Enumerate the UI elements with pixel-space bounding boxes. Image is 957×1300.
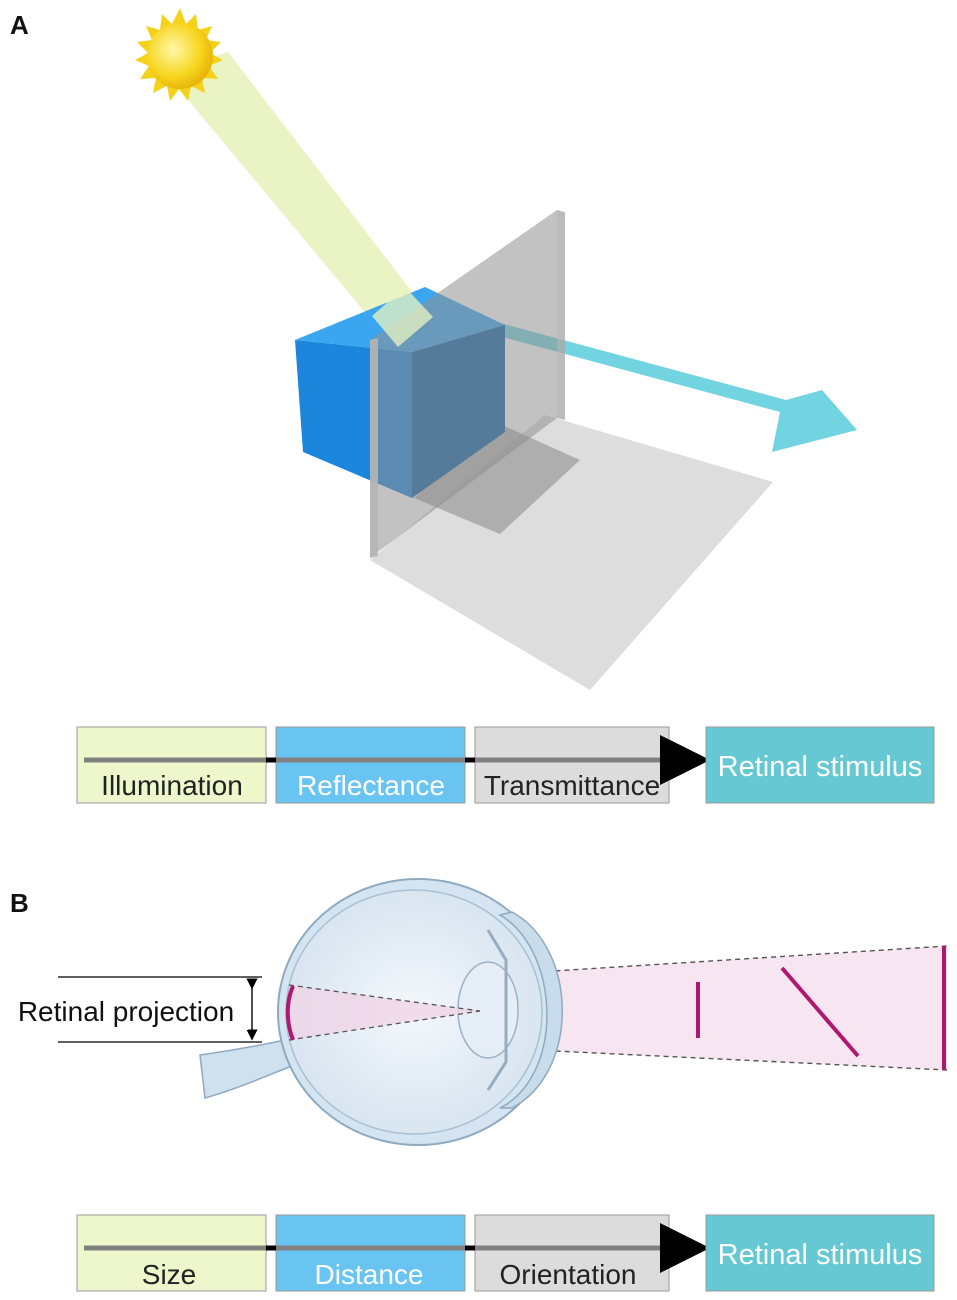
illumination-label: Illumination: [101, 770, 243, 801]
distance-label: Distance: [315, 1259, 424, 1290]
panel-a-chain: Illumination Reflectance Transmittance R…: [76, 726, 935, 804]
sun-icon: [135, 8, 223, 101]
size-label: Size: [142, 1259, 196, 1290]
cube-shadow: [414, 424, 580, 534]
retinal-stimulus-box-a: [705, 726, 935, 804]
reflectance-box: [275, 726, 466, 804]
orientation-box: [474, 1214, 670, 1292]
distance-box: [275, 1214, 466, 1292]
orientation-label: Orientation: [500, 1259, 637, 1290]
retinal-stimulus-label-b: Retinal stimulus: [718, 1239, 923, 1271]
optic-nerve: [199, 1039, 293, 1099]
reflectance-label: Reflectance: [297, 770, 445, 801]
glass-pane: [370, 210, 565, 558]
retinal-projection-label: Retinal projection: [18, 996, 234, 1027]
inner-projection-cone: [289, 985, 480, 1040]
panel-a-letter: A: [10, 10, 29, 40]
illumination-box: [76, 726, 267, 804]
light-beam: [165, 52, 432, 346]
retinal-stimulus-label-a: Retinal stimulus: [718, 751, 923, 783]
size-box: [76, 1214, 267, 1292]
tilted-object-line: [780, 966, 860, 1058]
transmittance-label: Transmittance: [484, 770, 660, 801]
retinal-stimulus-box-b: [705, 1214, 935, 1292]
reflected-light-arrow: [495, 323, 857, 452]
transmittance-box: [474, 726, 670, 804]
beam-hit-spot: [372, 287, 433, 347]
panel-b-chain: Size Distance Orientation Retinal stimul…: [76, 1214, 935, 1292]
panel-b-letter: B: [10, 888, 29, 918]
retinal-image-arc: [285, 985, 295, 1041]
retinal-projection-dimension: Retinal projection: [4, 976, 262, 1043]
